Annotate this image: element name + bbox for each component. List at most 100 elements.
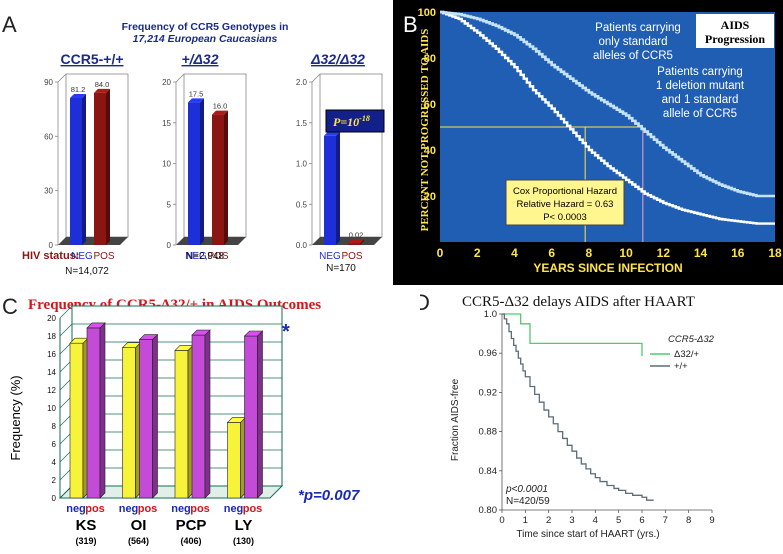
d-ytick-5: 1.0 — [484, 309, 497, 320]
c-n-2: (406) — [180, 536, 201, 546]
d-ytick-1: 0.84 — [479, 466, 498, 477]
c-bar-ks-neg — [69, 342, 84, 499]
a1-value-1: 16.0 — [213, 102, 228, 111]
c-ytick-9: 18 — [47, 332, 56, 341]
a1-ticklabel-0: 0 — [167, 241, 172, 250]
c-ytick-3: 6 — [52, 440, 57, 449]
c-bar-oi-pos — [139, 339, 153, 499]
panel-a-letter: A — [2, 12, 17, 37]
a2-bar-top-1 — [348, 239, 364, 244]
c-n-3: (130) — [233, 536, 254, 546]
panel-d-letter: D — [420, 290, 430, 315]
annot2-line-1: 1 deletion mutant — [656, 80, 745, 92]
panel-b-annotation-1: Patients carrying only standard alleles … — [593, 22, 681, 62]
a0-bar-top-0 — [70, 93, 86, 98]
d-ytick-2: 0.88 — [479, 427, 498, 438]
a0-floor — [58, 237, 128, 245]
c-serieslabel-2-0: neg — [171, 503, 191, 515]
panel-a: A Frequency of CCR5 Genotypes in 17,214 … — [0, 0, 390, 285]
a2-bar-neg — [324, 135, 336, 245]
d-xtick-0: 0 — [499, 515, 504, 526]
c-bar-side-3-1 — [257, 330, 263, 499]
d-ytick-4: 0.96 — [479, 348, 498, 359]
d-xtick-9: 9 — [709, 515, 714, 526]
annot2-line-0: Patients carrying — [657, 66, 743, 78]
a1-bar-side-1 — [224, 110, 228, 245]
a2-cat-1: POS — [341, 251, 362, 262]
a2-ticklabel-3: 1.5 — [296, 119, 308, 128]
a0-ticklabel-3: 90 — [44, 78, 53, 87]
a1-ticklabel-4: 20 — [162, 78, 171, 87]
a1-value-0: 17.5 — [189, 89, 204, 98]
a1-ticklabel-3: 15 — [162, 119, 171, 128]
panel-c-ylabel: Frequency (%) — [8, 375, 23, 460]
c-bar-top-0-1 — [86, 322, 106, 329]
a0-bar-neg — [70, 97, 82, 245]
legend-label-wt: +/+ — [674, 361, 688, 372]
d-ytick-0: 0.80 — [479, 505, 498, 516]
c-ytick-7: 14 — [47, 368, 56, 377]
c-cat-2: PCP — [176, 517, 207, 534]
a1-floor — [176, 237, 246, 245]
a1-bar-pos — [212, 114, 224, 245]
c-ytick-0: 0 — [52, 494, 57, 503]
a2-ticklabel-1: 0.5 — [296, 200, 308, 209]
a2-ticklabel-0: 0.0 — [296, 241, 308, 250]
panel-a-title-1: Frequency of CCR5 Genotypes in — [122, 21, 289, 33]
a0-bar-pos — [94, 92, 106, 245]
panel-c-letter: C — [2, 294, 18, 319]
panel-b-series-1 — [440, 10, 775, 198]
c-cat-3: LY — [235, 517, 253, 534]
c-bar-top-1-1 — [138, 334, 159, 340]
panel-d-stat-2: N=420/59 — [506, 496, 550, 507]
c-ytick-5: 10 — [47, 404, 56, 413]
c-grid-9 — [59, 323, 73, 337]
b-xtick-1: 2 — [474, 246, 481, 260]
d-xtick-1: 1 — [523, 515, 528, 526]
panel-b-letter: B — [403, 12, 418, 37]
a1-bar-neg — [188, 102, 200, 245]
c-cat-1: OI — [131, 517, 147, 534]
d-xtick-8: 8 — [686, 515, 691, 526]
b-ytick-3: 80 — [424, 53, 436, 65]
a0-n: N=14,072 — [65, 266, 109, 277]
a1-n: N=2,948 — [186, 251, 225, 262]
panel-b-title-2: Progression — [705, 32, 766, 46]
a2-bar-pos — [348, 243, 360, 245]
panel-c: C Frequency of CCR5-Δ32/+ in AIDS Outcom… — [0, 288, 420, 549]
panel-b-series-0 — [440, 10, 775, 225]
a2-cat-0: NEG — [319, 251, 341, 262]
panel-b: B 0 2 4 6 8 10 12 14 16 18 20 40 60 80 100 PERCENT NOT… — [393, 0, 783, 285]
c-ytick-4: 8 — [52, 422, 57, 431]
c-serieslabel-0-1: pos — [85, 503, 105, 515]
c-serieslabel-3-1: pos — [243, 503, 263, 515]
cox-box — [505, 179, 625, 226]
a0-ticklabel-2: 60 — [44, 132, 53, 141]
panel-c-chart: C Frequency of CCR5-Δ32/+ in AIDS Outcom… — [2, 294, 360, 546]
c-serieslabel-1-1: pos — [138, 503, 158, 515]
d-series-1 — [502, 313, 654, 501]
panel-b-chart: B 0 2 4 6 8 10 12 14 16 18 20 40 60 80 100 PERCENT NOT… — [393, 0, 783, 285]
a2-bar-side-1 — [360, 239, 364, 245]
b-xtick-4: 8 — [586, 246, 593, 260]
panel-d-xlabel: Time since start of HAART (yrs.) — [516, 529, 659, 540]
a0-value-0: 81.2 — [71, 85, 86, 94]
a0-bar-top-1 — [94, 88, 110, 93]
a2-corner — [311, 73, 321, 83]
panel-d-stat-1: p<0.0001 — [505, 484, 548, 495]
c-bar-pcp-neg — [174, 350, 189, 499]
panel-b-ylabel: PERCENT NOT PROGRESSED TO AIDS — [419, 29, 431, 232]
a2-ticklabel-4: 2.0 — [296, 78, 308, 87]
legend-label-d32: Δ32/+ — [674, 349, 700, 360]
b-xtick-2: 4 — [511, 246, 518, 260]
c-bar-ly-neg — [227, 422, 241, 499]
pvalue-label: P=10-18 — [333, 114, 370, 129]
panel-d-chart: D CCR5-Δ32 delays AIDS after HAART 0.800… — [414, 290, 715, 540]
d-xtick-4: 4 — [593, 515, 598, 526]
c-serieslabel-0-0: neg — [66, 503, 86, 515]
d-xtick-3: 3 — [569, 515, 574, 526]
c-bar-top-3-1 — [243, 330, 264, 337]
d-xtick-5: 5 — [616, 515, 621, 526]
annot2-line-3: allele of CCR5 — [663, 108, 737, 120]
